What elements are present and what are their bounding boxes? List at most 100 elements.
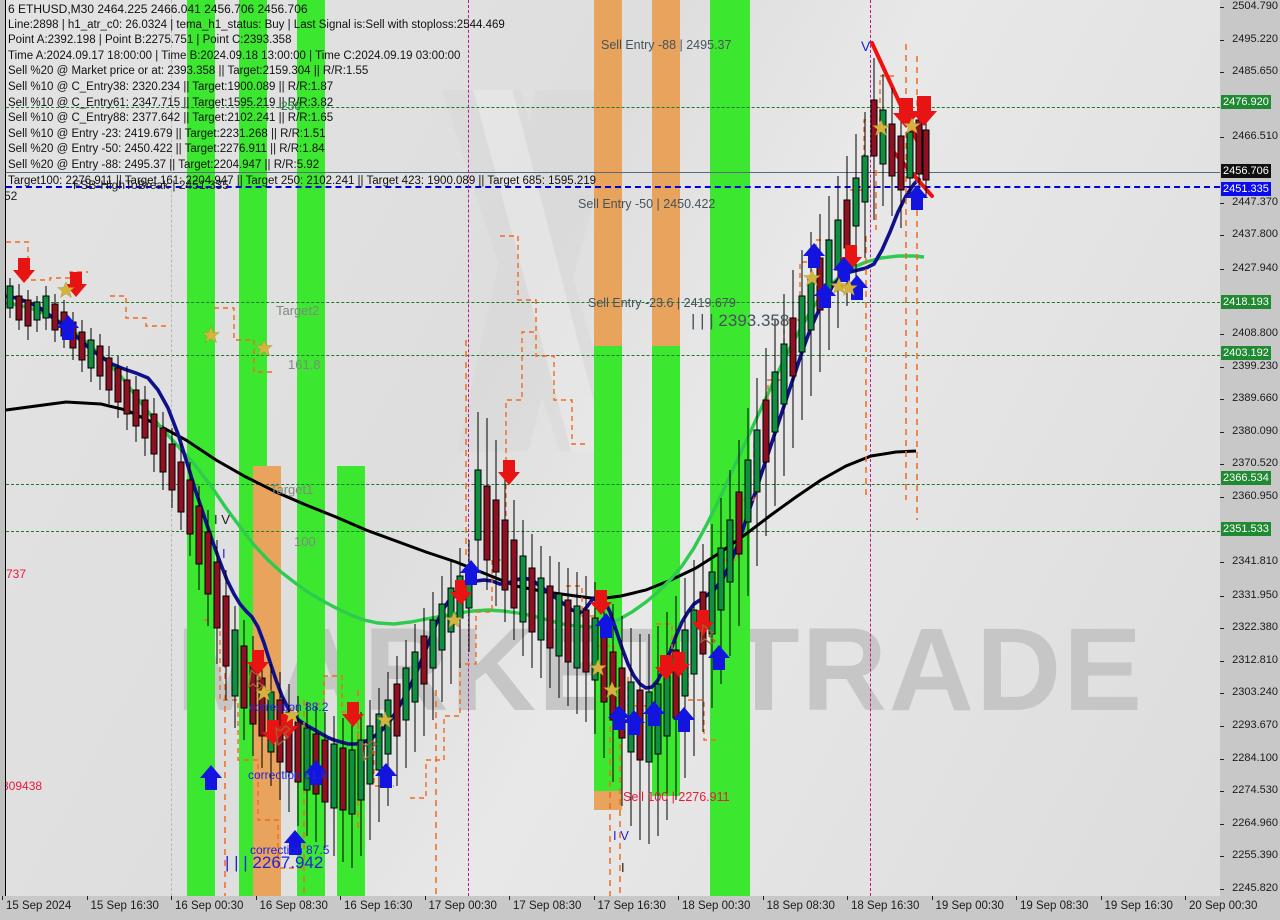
price-tickmark xyxy=(1220,791,1224,793)
time-tickmark xyxy=(255,896,257,900)
time-tickmark xyxy=(1016,896,1017,900)
correction-882-label: correction 88.2 xyxy=(249,700,329,714)
time-tickmark xyxy=(931,896,933,900)
session-band-green xyxy=(187,0,215,896)
info-line-11: Target100: 2276.911 || Target 161: 2204.… xyxy=(8,174,597,187)
info-line-9: Sell %20 @ Entry -50: 2450.422 || Target… xyxy=(8,143,325,156)
time-tickmark xyxy=(86,896,88,900)
price-tag-2456.706: 2456.706 xyxy=(1221,163,1271,178)
price-tick-2466.510: 2466.510 xyxy=(1232,130,1278,143)
price-tickmark xyxy=(1220,595,1224,597)
wave-i-left-label: I xyxy=(222,546,226,561)
time-tickmark xyxy=(171,896,172,900)
time-tick-13: 19 Sep 16:30 xyxy=(1104,900,1173,912)
price-tickmark xyxy=(1220,562,1224,564)
price-tickmark xyxy=(1220,823,1224,825)
price-tag-2418.193: 2418.193 xyxy=(1221,294,1271,309)
price-tick-2408.800: 2408.800 xyxy=(1232,326,1278,339)
signal-arrows-up xyxy=(57,185,928,855)
time-tick-2: 16 Sep 00:30 xyxy=(175,900,244,912)
time-tickmark xyxy=(847,896,848,900)
chart-plot-area[interactable]: MARKET TRADE xyxy=(6,0,1220,896)
info-line-2: Point A:2392.198 | Point B:2275.751 | Po… xyxy=(8,34,292,47)
info-line-4: Sell %20 @ Market price or at: 2393.358 … xyxy=(8,65,369,78)
star-markers xyxy=(57,117,921,728)
price-tick-2399.230: 2399.230 xyxy=(1232,359,1278,372)
level-line-target1 xyxy=(6,484,1220,485)
price-tick-2485.650: 2485.650 xyxy=(1232,65,1278,78)
time-tick-5: 17 Sep 00:30 xyxy=(428,900,497,912)
clip-left-2451-label: 52 xyxy=(6,189,18,203)
time-tick-11: 19 Sep 00:30 xyxy=(935,900,1004,912)
time-tick-3: 16 Sep 08:30 xyxy=(259,900,328,912)
price-tick-2245.820: 2245.820 xyxy=(1232,882,1278,894)
price-tick-2504.790: 2504.790 xyxy=(1232,0,1278,12)
time-tickmark xyxy=(762,896,764,900)
fsb-high-to-break-label: FSB-HighToBreak | 2451.335 xyxy=(73,178,229,192)
time-tick-0: 15 Sep 2024 xyxy=(6,900,72,912)
clip-left-438-label: 309438 xyxy=(6,779,43,793)
price-tickmark xyxy=(1220,693,1224,695)
price-tick-2312.810: 2312.810 xyxy=(1232,653,1278,666)
price-tickmark xyxy=(1220,235,1224,237)
wave-i-mid-label: I xyxy=(621,860,625,875)
wave-v-right-label: V xyxy=(861,38,871,54)
target1-label-label: Target1 xyxy=(270,482,314,497)
level-line-last-price xyxy=(6,172,1220,173)
price-tickmark xyxy=(1220,628,1224,630)
sell-entry-50-label: Sell Entry -50 | 2450.422 xyxy=(578,197,716,211)
price-tag-2351.533: 2351.533 xyxy=(1221,521,1271,536)
time-axis[interactable]: 15 Sep 2024 15 Sep 16:30 16 Sep 00:30 16 Se… xyxy=(0,896,1280,920)
session-band-green xyxy=(337,466,365,896)
correction-875-label: correction 87.5 xyxy=(250,843,330,857)
time-tickmark xyxy=(340,896,341,900)
sell-entry-236-label: Sell Entry -23.6 | 2419.679 xyxy=(588,296,736,310)
price-tickmark xyxy=(1220,202,1224,204)
price-tick-2360.950: 2360.950 xyxy=(1232,489,1278,502)
price-tickmark xyxy=(1220,660,1224,662)
price-tickmark xyxy=(1220,268,1224,270)
correction-618-label: correction 61.8 xyxy=(248,768,328,782)
time-tick-12: 19 Sep 08:30 xyxy=(1020,900,1089,912)
target-250-badge: 250 xyxy=(281,99,302,113)
level-line-fsb-high-to-break xyxy=(6,186,1220,188)
price-tickmark xyxy=(1220,7,1224,8)
info-line-0: 6 ETHUSD,M30 2464.225 2466.041 2456.706 … xyxy=(8,2,308,16)
price-tickmark xyxy=(1220,39,1224,41)
level-line-entry236 xyxy=(6,355,1220,356)
price-axis[interactable]: 2504.790 2495.220 2485.650 2476.920 2466.510… xyxy=(1220,0,1280,896)
time-tickmark xyxy=(2,896,3,900)
ma-blue-line xyxy=(6,176,922,746)
level-line-100 xyxy=(6,531,1220,532)
info-line-7: Sell %10 @ C_Entry88: 2377.642 || Target… xyxy=(8,112,334,125)
time-tick-14: 20 Sep 00:30 xyxy=(1189,900,1258,912)
time-tick-4: 16 Sep 16:30 xyxy=(344,900,413,912)
price-tick-2380.090: 2380.090 xyxy=(1232,424,1278,437)
time-tick-9: 18 Sep 08:30 xyxy=(766,900,835,912)
price-tick-2303.240: 2303.240 xyxy=(1232,686,1278,699)
level-line-target2 xyxy=(6,107,1220,108)
price-tick-2274.530: 2274.530 xyxy=(1232,784,1278,797)
point-b-price-label: | | | 2267.942 xyxy=(225,853,324,872)
session-band-green xyxy=(297,0,325,896)
price-tickmark xyxy=(1220,726,1224,728)
vline-magenta-1 xyxy=(468,0,469,896)
hollow-arrow-markers xyxy=(248,623,717,762)
price-tick-2341.810: 2341.810 xyxy=(1232,555,1278,568)
info-line-3: Time A:2024.09.17 18:00:00 | Time B:2024… xyxy=(8,49,461,62)
price-tickmark xyxy=(1220,137,1224,139)
price-tickmark xyxy=(1220,758,1224,760)
info-line-8: Sell %10 @ Entry -23: 2419.679 || Target… xyxy=(8,127,326,140)
time-tickmark xyxy=(593,896,595,900)
price-tickmark xyxy=(1220,464,1224,466)
price-tickmark xyxy=(1220,856,1224,858)
wave-iv-mid-label: I V xyxy=(613,828,629,843)
price-tag-2451.335: 2451.335 xyxy=(1221,182,1271,197)
fib-100-label-label: 100 xyxy=(294,534,316,549)
sell-entry-88-label: Sell Entry -88 | 2495.37 xyxy=(601,38,732,52)
time-tickmark xyxy=(509,896,510,900)
price-tick-2255.390: 2255.390 xyxy=(1232,849,1278,862)
price-tickmark xyxy=(1220,496,1224,498)
price-tickmark xyxy=(1220,399,1224,401)
